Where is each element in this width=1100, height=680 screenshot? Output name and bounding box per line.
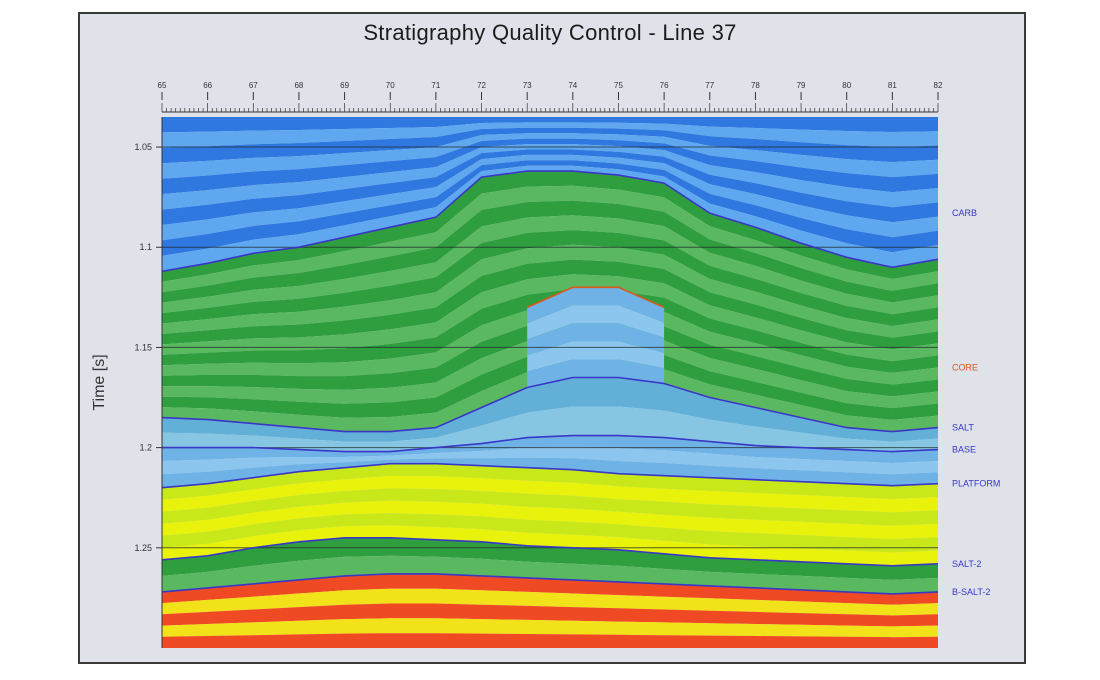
horizon-line-salt-2 [162, 536, 938, 567]
deep-band-stripe [162, 633, 938, 648]
trace-header: 65 66 67 68 69 70 71 72 73 74 75 76 77 78 79 80 81 82 [158, 81, 943, 113]
y-tick-label: 1.05 [134, 142, 152, 152]
trace-label: 67 [249, 81, 258, 90]
horizon-label-platform: PLATFORM [952, 479, 1000, 489]
time-gridlines [162, 146, 938, 549]
salt2-band-stripe [162, 555, 938, 594]
horizon-line-b-salt-2 [162, 573, 938, 595]
trace-label: 73 [523, 81, 532, 90]
trace-label: 72 [477, 81, 486, 90]
deep-band-stripe [162, 588, 938, 616]
core-band-stripe [527, 323, 665, 356]
chart-title: Stratigraphy Quality Control - Line 37 [363, 20, 737, 45]
deep-band-stripe [162, 618, 938, 638]
deep-band-stripe [162, 603, 938, 627]
trace-label: 75 [614, 81, 623, 90]
trace-label: 79 [797, 81, 806, 90]
carbonate-band-stripe [162, 138, 938, 195]
horizon-lines [162, 170, 938, 595]
core-band-stripe [527, 359, 665, 388]
y-tick-label: 1.2 [139, 443, 152, 453]
trace-label: 70 [386, 81, 395, 90]
carbonate-band-stripe [162, 122, 938, 148]
shale-band-stripe [162, 244, 938, 338]
carbonate-band-stripe [162, 133, 938, 179]
core-band-stripe [527, 341, 665, 372]
horizon-line-carb [162, 170, 938, 273]
horizon-label-core: CORE [952, 362, 978, 372]
y-tick-label: 1.15 [134, 342, 152, 352]
base-band-stripe [162, 435, 938, 463]
carbonate-band-stripe [162, 127, 938, 164]
shale-band-stripe [162, 215, 938, 315]
shale-band-stripe [162, 185, 938, 293]
salt-band-stripe [162, 377, 938, 442]
shale-band-stripe [162, 289, 938, 373]
shale-band-stripe [162, 318, 938, 397]
trace-label: 77 [705, 81, 714, 90]
horizon-label-base: BASE [952, 445, 976, 455]
platform-band-stripe [162, 513, 938, 553]
horizon-line-base [162, 434, 938, 453]
trace-label: 82 [934, 81, 943, 90]
y-tick-label: 1.25 [134, 543, 152, 553]
horizon-line-core [526, 286, 665, 309]
trace-label: 69 [340, 81, 349, 90]
deep-band-stripe [162, 573, 938, 605]
shale-band-stripe [162, 259, 938, 350]
shale-band-stripe [162, 171, 938, 282]
core-band-stripe [527, 287, 665, 324]
trace-label: 78 [751, 81, 760, 90]
horizon-line-platform [162, 462, 938, 489]
platform-band-stripe [162, 488, 938, 526]
shale-band-stripe [162, 274, 938, 362]
salt2-band-stripe [162, 537, 938, 580]
trace-label: 65 [158, 81, 167, 90]
trace-label: 66 [203, 81, 212, 90]
trace-label: 76 [660, 81, 669, 90]
horizon-label-b-salt-2: B-SALT-2 [952, 587, 990, 597]
platform-band-stripe [162, 525, 938, 566]
trace-label: 81 [888, 81, 897, 90]
formation-bands [162, 117, 938, 648]
trace-label: 71 [431, 81, 440, 90]
horizon-label-carb: CARB [952, 208, 977, 218]
salt-band-stripe [162, 406, 938, 452]
carbonate-band-stripe [162, 117, 938, 133]
shale-band-stripe [162, 303, 938, 385]
y-axis: 1.05 1.1 1.15 1.2 1.25 [134, 117, 163, 648]
y-tick-label: 1.1 [139, 242, 152, 252]
horizon-label-salt: SALT [952, 423, 974, 433]
platform-band-stripe [162, 476, 938, 513]
trace-label: 74 [568, 81, 577, 90]
horizon-label-salt-2: SALT-2 [952, 559, 981, 569]
shale-band-stripe [162, 333, 938, 409]
shale-band-stripe [162, 200, 938, 303]
base-band-stripe [162, 457, 938, 488]
base-band-stripe [162, 447, 938, 475]
horizon-line-salt [162, 376, 938, 433]
y-axis-title: Time [s] [91, 354, 108, 410]
trace-label: 80 [842, 81, 851, 90]
core-band-stripe [527, 305, 665, 340]
shale-band-stripe [162, 230, 938, 326]
horizon-labels: CARB CORE SALT BASE PLATFORM SALT-2 B-SALT-2 [952, 208, 1000, 597]
platform-band-stripe [162, 500, 938, 540]
trace-label: 68 [294, 81, 303, 90]
